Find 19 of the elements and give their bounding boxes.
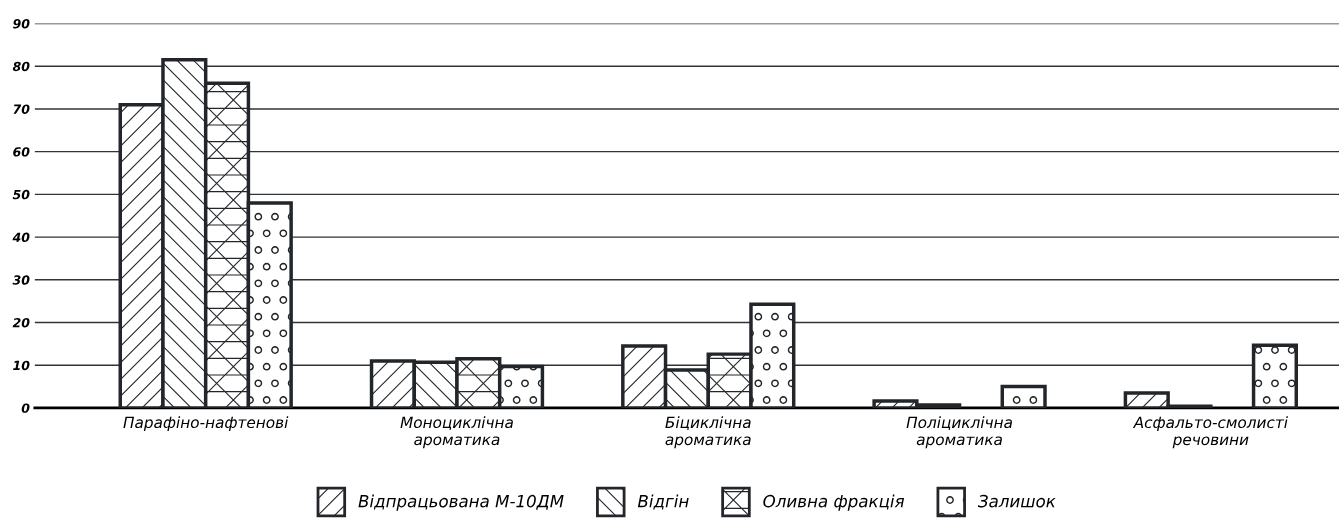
y-tick-label: 70 bbox=[13, 104, 30, 114]
legend-label: Оливна фракція bbox=[763, 494, 905, 511]
x-tick-label: Біциклічна ароматика bbox=[665, 416, 751, 449]
x-tick-label: Парафіно-нафтенові bbox=[123, 416, 289, 432]
y-tick-label: 30 bbox=[12, 275, 30, 285]
x-tick-label: Асфальто-смолисті речовини bbox=[1132, 416, 1288, 449]
y-tick-label: 0 bbox=[21, 403, 30, 413]
y-tick-label: 10 bbox=[13, 360, 30, 371]
y-tick-label: 60 bbox=[13, 147, 30, 157]
x-tick-label: Поліциклічна ароматика bbox=[906, 416, 1012, 449]
y-tick-label: 90 bbox=[13, 19, 30, 29]
legend-label: Залишок bbox=[977, 494, 1056, 508]
y-tick-label: 20 bbox=[12, 317, 30, 328]
legend-label: Відгін bbox=[637, 494, 689, 510]
x-tick-label: Моноциклічна ароматика bbox=[400, 416, 513, 449]
legend-label: Відпрацьована М-10ДМ bbox=[358, 494, 564, 511]
y-tick-label: 50 bbox=[12, 189, 30, 200]
y-tick-label: 80 bbox=[12, 61, 30, 72]
y-tick-label: 40 bbox=[12, 232, 30, 243]
